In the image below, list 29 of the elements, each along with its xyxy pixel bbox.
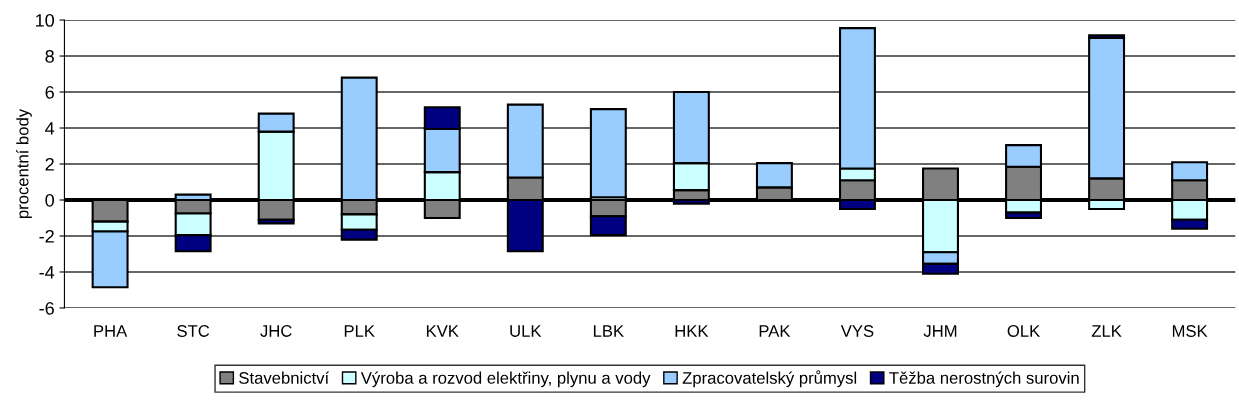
x-tick-label: OLK xyxy=(1007,325,1041,337)
x-tick-label: PAK xyxy=(759,325,791,337)
x-tick-label: PLK xyxy=(344,325,375,337)
x-tick-label: STC xyxy=(177,325,210,337)
x-tick-label: HKK xyxy=(675,325,709,337)
legend-label: Těžba nerostných surovin xyxy=(889,371,1079,388)
x-tick-label: ULK xyxy=(510,325,542,337)
legend-label: Stavebnictví xyxy=(239,371,330,384)
y-tick-label: 4 xyxy=(45,122,55,135)
y-tick-label: 10 xyxy=(36,13,54,27)
x-tick-label: LBK xyxy=(593,325,624,337)
x-tick-label: PHA xyxy=(94,325,128,337)
y-axis-title: procentní body xyxy=(16,108,32,219)
y-tick-label: -4 xyxy=(39,266,55,279)
legend-label: Zpracovatelský průmysl xyxy=(682,370,857,388)
x-tick-label: KVK xyxy=(426,325,459,337)
y-tick-label: 2 xyxy=(45,157,54,171)
x-tick-label: JHM xyxy=(923,325,957,337)
bar xyxy=(589,108,627,199)
x-tick-label: ZLK xyxy=(1091,325,1122,337)
y-tick-label: -6 xyxy=(39,301,54,315)
y-tick-label: 0 xyxy=(45,193,54,207)
x-tick-label: JHC xyxy=(260,325,292,337)
legend-label: Výroba a rozvod elektřiny, plynu a vody xyxy=(360,371,651,388)
x-tick-label: VYS xyxy=(840,325,874,337)
y-tick-label: 8 xyxy=(45,49,54,63)
y-tick-label: -2 xyxy=(39,229,54,243)
x-tick-label: MSK xyxy=(1172,325,1208,337)
y-tick-label: 6 xyxy=(45,85,54,99)
